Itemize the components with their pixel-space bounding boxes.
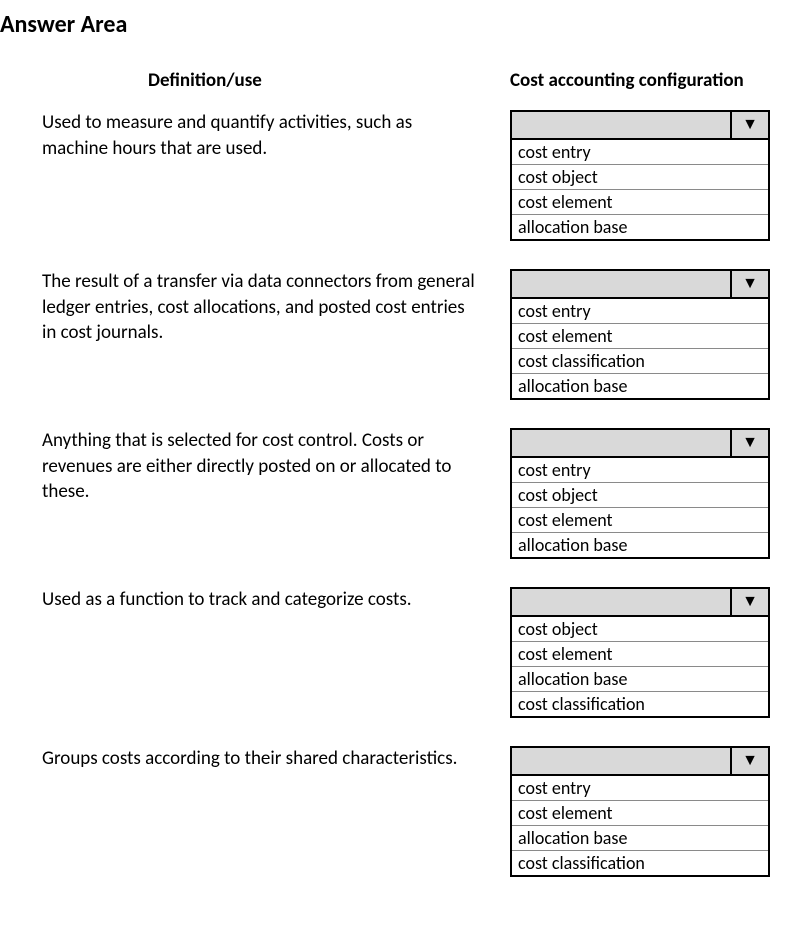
dropdown-option[interactable]: cost element (512, 642, 768, 667)
page-title: Answer Area (0, 10, 808, 39)
dropdown-option[interactable]: cost element (512, 801, 768, 826)
question-row: Anything that is selected for cost contr… (0, 428, 808, 559)
dropdown-options: cost object cost element allocation base… (510, 617, 770, 718)
dropdown-option[interactable]: cost element (512, 190, 768, 215)
dropdown-value (512, 589, 730, 615)
dropdown-option[interactable]: cost object (512, 483, 768, 508)
dropdown-option[interactable]: cost entry (512, 140, 768, 165)
dropdown-options: cost entry cost element cost classificat… (510, 299, 770, 400)
chevron-down-icon: ▼ (742, 435, 758, 451)
dropdown-selector[interactable]: ▼ (510, 746, 770, 776)
dropdown-selector[interactable]: ▼ (510, 110, 770, 140)
dropdown-option[interactable]: cost classification (512, 851, 768, 875)
dropdown-button[interactable]: ▼ (730, 748, 768, 774)
question-row: Groups costs according to their shared c… (0, 746, 808, 877)
chevron-down-icon: ▼ (742, 594, 758, 610)
dropdown-option[interactable]: cost classification (512, 692, 768, 716)
dropdown-selector[interactable]: ▼ (510, 428, 770, 458)
chevron-down-icon: ▼ (742, 276, 758, 292)
dropdown-value (512, 430, 730, 456)
dropdown-option[interactable]: cost classification (512, 349, 768, 374)
dropdown-value (512, 271, 730, 297)
dropdown-button[interactable]: ▼ (730, 112, 768, 138)
column-headers: Definition/use Cost accounting configura… (0, 69, 808, 92)
dropdown-option[interactable]: cost entry (512, 458, 768, 483)
dropdown-button[interactable]: ▼ (730, 430, 768, 456)
header-configuration: Cost accounting configuration (510, 69, 808, 92)
dropdown-option[interactable]: cost object (512, 617, 768, 642)
dropdown-option[interactable]: cost object (512, 165, 768, 190)
dropdown-option[interactable]: allocation base (512, 215, 768, 239)
dropdown-options: cost entry cost object cost element allo… (510, 458, 770, 559)
definition-text: Groups costs according to their shared c… (0, 746, 510, 772)
dropdown-button[interactable]: ▼ (730, 271, 768, 297)
dropdown-value (512, 748, 730, 774)
config-picker: ▼ cost entry cost object cost element al… (510, 110, 770, 241)
dropdown-options: cost entry cost object cost element allo… (510, 140, 770, 241)
dropdown-option[interactable]: cost element (512, 508, 768, 533)
config-picker: ▼ cost entry cost element cost classific… (510, 269, 770, 400)
question-row: Used to measure and quantify activities,… (0, 110, 808, 241)
definition-text: Used to measure and quantify activities,… (0, 110, 510, 161)
header-definition: Definition/use (0, 69, 510, 92)
dropdown-option[interactable]: cost entry (512, 299, 768, 324)
definition-text: Anything that is selected for cost contr… (0, 428, 510, 505)
dropdown-value (512, 112, 730, 138)
dropdown-selector[interactable]: ▼ (510, 587, 770, 617)
dropdown-option[interactable]: allocation base (512, 533, 768, 557)
config-picker: ▼ cost object cost element allocation ba… (510, 587, 770, 718)
config-picker: ▼ cost entry cost object cost element al… (510, 428, 770, 559)
dropdown-option[interactable]: cost entry (512, 776, 768, 801)
answer-area-page: Answer Area Definition/use Cost accounti… (0, 0, 808, 935)
config-picker: ▼ cost entry cost element allocation bas… (510, 746, 770, 877)
dropdown-button[interactable]: ▼ (730, 589, 768, 615)
definition-text: Used as a function to track and categori… (0, 587, 510, 613)
dropdown-selector[interactable]: ▼ (510, 269, 770, 299)
dropdown-option[interactable]: allocation base (512, 826, 768, 851)
definition-text: The result of a transfer via data connec… (0, 269, 510, 346)
dropdown-options: cost entry cost element allocation base … (510, 776, 770, 877)
question-row: The result of a transfer via data connec… (0, 269, 808, 400)
dropdown-option[interactable]: allocation base (512, 667, 768, 692)
chevron-down-icon: ▼ (742, 117, 758, 133)
dropdown-option[interactable]: allocation base (512, 374, 768, 398)
question-row: Used as a function to track and categori… (0, 587, 808, 718)
chevron-down-icon: ▼ (742, 753, 758, 769)
dropdown-option[interactable]: cost element (512, 324, 768, 349)
